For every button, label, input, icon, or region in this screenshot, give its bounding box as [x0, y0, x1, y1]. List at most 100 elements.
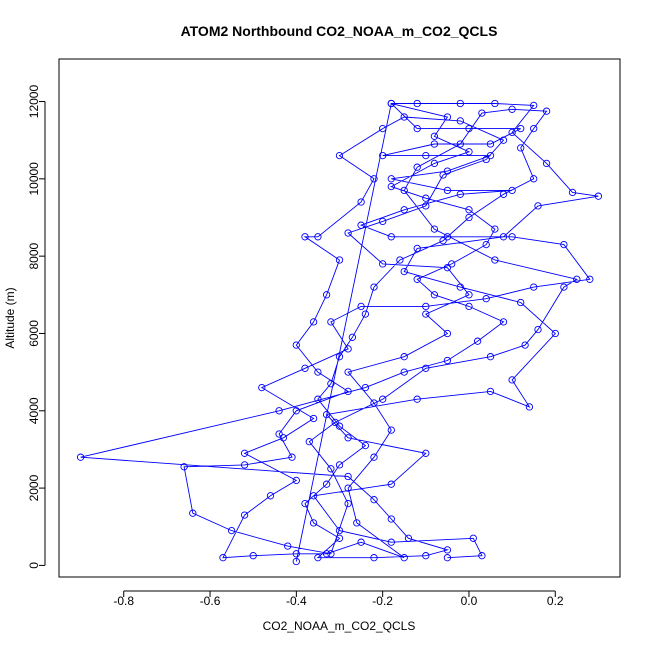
data-point: [473, 337, 482, 345]
data-point: [275, 430, 283, 438]
data-point: [586, 275, 594, 283]
data-point: [430, 132, 439, 140]
data-point: [400, 353, 408, 361]
data-point: [413, 124, 421, 133]
data-point: [430, 225, 439, 233]
data-point: [322, 480, 331, 488]
data-point: [370, 496, 378, 504]
data-point: [370, 554, 378, 562]
data-point: [309, 318, 318, 326]
data-point: [568, 188, 577, 197]
x-tick-label: 0.2: [547, 594, 564, 608]
data-point: [594, 192, 603, 200]
data-point: [456, 117, 464, 125]
data-point: [189, 509, 197, 517]
data-point: [400, 206, 408, 214]
data-point: [344, 387, 352, 396]
data-point: [413, 395, 421, 403]
data-point: [525, 403, 534, 411]
data-point: [534, 202, 542, 210]
data-point: [387, 99, 395, 108]
data-point: [76, 453, 85, 461]
data-point: [508, 186, 516, 195]
data-point: [327, 465, 335, 473]
data-point: [335, 422, 344, 430]
x-tick-label: -0.4: [286, 594, 307, 608]
data-point: [422, 202, 430, 210]
x-tick-label: 0.0: [461, 594, 478, 608]
data-point: [344, 499, 352, 508]
data-point: [335, 534, 344, 542]
data-point: [327, 550, 335, 558]
data-point: [456, 99, 464, 108]
data-point: [240, 511, 249, 519]
data-point: [370, 283, 378, 291]
data-point: [499, 318, 508, 326]
data-point: [335, 526, 344, 535]
data-point: [491, 99, 499, 108]
plot-frame: [58, 58, 621, 578]
data-point: [348, 333, 357, 341]
data-point: [508, 128, 516, 137]
data-point: [387, 182, 395, 191]
data-point: [400, 368, 408, 376]
data-point: [335, 461, 344, 469]
data-point: [443, 186, 452, 195]
y-tick-label: 6000: [27, 320, 41, 347]
data-point: [400, 554, 408, 562]
data-point: [443, 554, 452, 562]
data-point: [284, 542, 292, 550]
data-point: [344, 472, 352, 481]
data-point: [240, 461, 249, 469]
data-point: [530, 175, 538, 183]
data-point: [508, 105, 516, 113]
data-point: [301, 233, 309, 241]
data-point: [465, 213, 473, 222]
data-point: [439, 171, 447, 179]
data-point: [486, 353, 495, 361]
data-point: [422, 151, 430, 160]
data-point: [361, 310, 370, 318]
data-point: [482, 155, 490, 164]
data-point: [469, 534, 477, 542]
data-point: [379, 124, 387, 133]
data-point: [534, 325, 542, 334]
data-point: [499, 190, 508, 198]
data-point: [322, 291, 331, 299]
data-point: [322, 410, 331, 419]
data-point: [301, 364, 309, 372]
data-point: [430, 159, 439, 168]
data-point: [530, 101, 538, 110]
data-point: [292, 407, 300, 415]
data-point: [279, 434, 288, 442]
data-point: [465, 206, 473, 214]
data-point: [486, 151, 495, 160]
data-layer: [76, 99, 603, 566]
data-point: [499, 233, 508, 241]
data-point: [486, 387, 495, 396]
data-point: [551, 329, 559, 338]
data-point: [430, 291, 439, 299]
data-point: [491, 256, 499, 264]
x-tick-label: -0.2: [372, 594, 393, 608]
data-point: [530, 124, 538, 133]
data-point: [249, 552, 257, 560]
data-point: [322, 550, 331, 558]
data-point: [180, 463, 188, 471]
data-point: [465, 124, 473, 133]
data-point: [508, 233, 516, 241]
data-point: [422, 552, 430, 560]
data-point: [292, 341, 300, 349]
x-axis: -0.8 -0.6 -0.4 -0.2 0.0 0.2: [113, 590, 564, 608]
data-point: [482, 240, 490, 249]
data-point: [387, 480, 395, 488]
data-point: [430, 140, 439, 148]
series-line: [80, 102, 599, 562]
data-point: [422, 194, 430, 202]
data-point: [486, 140, 495, 148]
data-point: [517, 124, 525, 133]
data-point: [443, 233, 452, 241]
data-point: [413, 163, 421, 171]
data-point: [517, 144, 525, 152]
data-point: [530, 283, 538, 291]
